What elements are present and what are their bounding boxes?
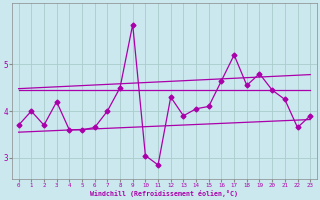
X-axis label: Windchill (Refroidissement éolien,°C): Windchill (Refroidissement éolien,°C) (90, 190, 238, 197)
